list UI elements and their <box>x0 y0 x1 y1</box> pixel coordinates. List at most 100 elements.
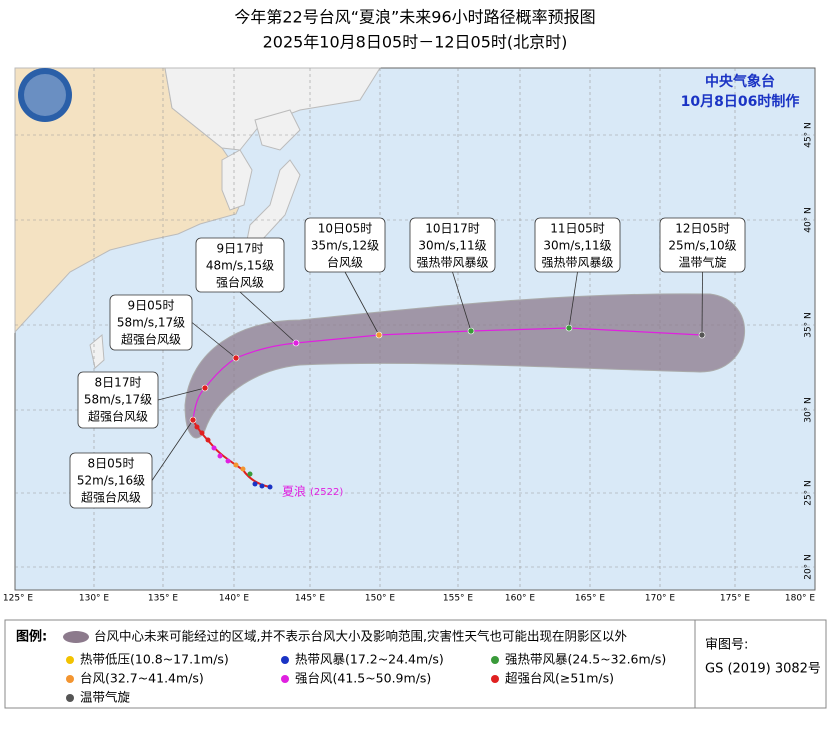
forecast-point <box>698 331 706 339</box>
callout-time: 9日05时 <box>128 299 175 313</box>
past-point <box>205 437 211 443</box>
review-label: 审图号: <box>705 638 748 653</box>
longitude-label: 180° E <box>785 594 816 604</box>
callout-wind: 58m/s,17级 <box>117 316 185 330</box>
typhoon-code: (2522) <box>310 487 343 498</box>
legend-label: 强热带风暴(24.5~32.6m/s) <box>505 652 666 667</box>
longitude-label: 160° E <box>505 594 536 604</box>
longitude-label: 165° E <box>575 594 606 604</box>
review-number: GS (2019) 3082号 <box>705 662 821 677</box>
longitude-label: 130° E <box>79 594 110 604</box>
past-point <box>247 471 253 477</box>
longitude-label: 135° E <box>148 594 179 604</box>
forecast-point <box>201 384 209 392</box>
taiwan <box>89 333 105 369</box>
past-point <box>267 484 273 490</box>
callout-time: 8日17时 <box>95 376 142 390</box>
past-point <box>199 430 205 436</box>
callout-wind: 58m/s,17级 <box>84 393 152 407</box>
callout-grade: 温带气旋 <box>678 255 726 270</box>
callout-grade: 强热带风暴级 <box>416 256 488 270</box>
callout-box <box>69 452 153 509</box>
longitude-label: 125° E <box>3 594 34 604</box>
legend-label: 热带风暴(17.2~24.4m/s) <box>295 652 444 667</box>
legend-label: 强台风(41.5~50.9m/s) <box>295 671 431 686</box>
forecast-point <box>565 324 573 332</box>
legend-dot <box>491 675 499 683</box>
callout-time: 8日05时 <box>88 457 135 471</box>
issue-time: 10月8日06时制作 <box>681 93 800 110</box>
callout-box <box>409 217 496 273</box>
latitude-label: 35° N <box>804 312 814 338</box>
forecast-point <box>292 339 300 347</box>
callout-leader <box>191 322 237 359</box>
callout-grade: 超强台风级 <box>88 409 148 424</box>
latitude-label: 40° N <box>804 207 814 233</box>
callout-leader <box>344 271 380 336</box>
latitude-label: 30° N <box>804 397 814 423</box>
callout-leader <box>151 419 194 481</box>
cone-swatch <box>63 631 89 643</box>
callout-time: 12日05时 <box>675 222 730 236</box>
callout-leader <box>157 387 206 401</box>
callout-wind: 30m/s,11级 <box>543 239 611 253</box>
longitude-label: 175° E <box>720 594 751 604</box>
callout-time: 9日17时 <box>217 242 264 256</box>
past-point <box>194 424 200 430</box>
past-point <box>217 453 223 459</box>
longitude-label: 155° E <box>443 594 474 604</box>
logo <box>18 68 72 122</box>
legend-dot <box>491 656 499 664</box>
latitude-label: 45° N <box>804 122 814 148</box>
callout-box <box>195 237 285 293</box>
past-point <box>240 466 246 472</box>
callout-grade: 强热带风暴级 <box>541 256 613 270</box>
longitude-label: 145° E <box>295 594 326 604</box>
callout-grade: 强台风级 <box>216 275 264 290</box>
callout-grade: 台风级 <box>327 255 363 270</box>
callout-time: 10日17时 <box>425 222 480 236</box>
subtitle: 2025年10月8日05时－12日05时(北京时) <box>263 33 568 52</box>
peninsula <box>221 149 253 211</box>
legend-label: 超强台风(≥51m/s) <box>505 671 614 686</box>
past-point <box>225 458 231 464</box>
legend-label: 热带低压(10.8~17.1m/s) <box>80 652 229 667</box>
callout-wind: 25m/s,10级 <box>668 239 736 253</box>
past-point <box>233 462 239 468</box>
forecast-track <box>192 327 703 421</box>
callout-grade: 超强台风级 <box>121 332 181 347</box>
legend-panel <box>4 619 827 709</box>
callout-leader <box>568 271 578 329</box>
callout-leader <box>239 291 297 344</box>
callout-wind: 48m/s,15级 <box>206 259 274 273</box>
callout-leader <box>452 271 472 332</box>
callout-box <box>534 217 621 273</box>
past-point <box>259 483 265 489</box>
latitude-label: 25° N <box>804 480 814 506</box>
callout-wind: 30m/s,11级 <box>418 239 486 253</box>
legend-label: 温带气旋 <box>80 690 131 705</box>
callout-box <box>77 371 159 429</box>
legend-title: 图例: <box>16 629 47 645</box>
cone-description: 台风中心未来可能经过的区域,并不表示台风大小及影响范围,灾害性天气也可能出现在阴… <box>94 629 627 644</box>
legend-dot <box>66 656 74 664</box>
longitude-label: 170° E <box>645 594 676 604</box>
callout-leader <box>701 271 703 336</box>
callout-wind: 52m/s,16级 <box>77 474 145 488</box>
agency: 中央气象台 <box>705 73 775 90</box>
longitude-label: 150° E <box>365 594 396 604</box>
title: 今年第22号台风“夏浪”未来96小时路径概率预报图 <box>234 8 595 27</box>
logo-inner <box>24 74 66 116</box>
longitude-label: 140° E <box>219 594 250 604</box>
past-point <box>252 481 258 487</box>
typhoon-name: 夏浪 <box>282 484 306 499</box>
callout-time: 11日05时 <box>550 222 605 236</box>
forecast-point <box>375 331 383 339</box>
legend-dot <box>66 675 74 683</box>
forecast-point <box>467 327 475 335</box>
callout-time: 10日05时 <box>318 222 373 236</box>
legend-dot <box>281 656 289 664</box>
callout-box <box>109 294 193 351</box>
forecast-point <box>232 354 240 362</box>
